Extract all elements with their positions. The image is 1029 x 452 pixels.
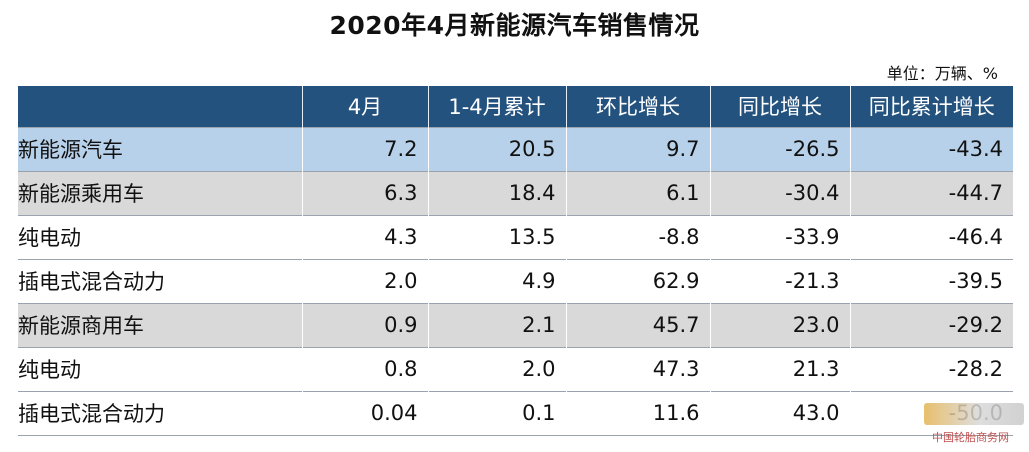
table-cell: 2.0 [428, 346, 567, 391]
table-cell: -33.9 [710, 214, 851, 259]
table-cell: 47.3 [566, 346, 711, 391]
row-label: 插电式混合动力 [18, 390, 303, 436]
table-cell: 7.2 [302, 126, 429, 171]
table-cell: -46.4 [850, 214, 1013, 259]
table-cell: -43.4 [850, 126, 1013, 171]
table-cell: 0.8 [302, 346, 429, 391]
table-cell: 6.3 [302, 170, 429, 215]
table-cell: 20.5 [428, 126, 567, 171]
table-row: 新能源商用车 0.9 2.1 45.7 23.0 -29.2 [18, 302, 1013, 347]
table-cell: 6.1 [566, 170, 711, 215]
table-row: 插电式混合动力 0.04 0.1 11.6 43.0 -50.0 [18, 390, 1013, 436]
unit-label: 单位：万辆、% [886, 64, 998, 83]
table-cell: -39.5 [850, 258, 1013, 303]
sales-table: 4月 1-4月累计 环比增长 同比增长 同比累计增长 新能源汽车 7.2 20.… [18, 86, 1013, 436]
table-cell: 18.4 [428, 170, 567, 215]
table-cell: 11.6 [566, 390, 711, 436]
row-label: 新能源乘用车 [18, 170, 303, 215]
table-cell: 4.3 [302, 214, 429, 259]
table-cell: 62.9 [566, 258, 711, 303]
column-header: 1-4月累计 [428, 86, 567, 127]
table-row: 插电式混合动力 2.0 4.9 62.9 -21.3 -39.5 [18, 258, 1013, 303]
watermark: 中国轮胎商务网 [924, 403, 1024, 445]
table-row: 纯电动 0.8 2.0 47.3 21.3 -28.2 [18, 346, 1013, 391]
watermark-logo-icon [924, 403, 1024, 425]
table-cell: 0.1 [428, 390, 567, 436]
table-row: 纯电动 4.3 13.5 -8.8 -33.9 -46.4 [18, 214, 1013, 259]
table-row: 新能源汽车 7.2 20.5 9.7 -26.5 -43.4 [18, 126, 1013, 171]
row-label: 新能源汽车 [18, 126, 303, 171]
watermark-text: 中国轮胎商务网 [932, 431, 1009, 444]
table-cell: -29.2 [850, 302, 1013, 347]
table-cell: 23.0 [710, 302, 851, 347]
column-header: 同比增长 [710, 86, 851, 127]
table-header-row: 4月 1-4月累计 环比增长 同比增长 同比累计增长 [18, 86, 1013, 127]
table-cell: 43.0 [710, 390, 851, 436]
table-cell: -28.2 [850, 346, 1013, 391]
row-label: 新能源商用车 [18, 302, 303, 347]
row-label: 纯电动 [18, 346, 303, 391]
table-cell: 2.0 [302, 258, 429, 303]
column-header [18, 86, 303, 127]
table-cell: -8.8 [566, 214, 711, 259]
table-cell: -26.5 [710, 126, 851, 171]
table-cell: 13.5 [428, 214, 567, 259]
row-label: 插电式混合动力 [18, 258, 303, 303]
table-row: 新能源乘用车 6.3 18.4 6.1 -30.4 -44.7 [18, 170, 1013, 215]
page-title: 2020年4月新能源汽车销售情况 [329, 11, 700, 40]
column-header: 同比累计增长 [850, 86, 1013, 127]
table-cell: 4.9 [428, 258, 567, 303]
table-cell: -44.7 [850, 170, 1013, 215]
table-cell: 0.9 [302, 302, 429, 347]
table-cell: 45.7 [566, 302, 711, 347]
table-cell: 9.7 [566, 126, 711, 171]
column-header: 环比增长 [566, 86, 711, 127]
table-cell: 2.1 [428, 302, 567, 347]
row-label: 纯电动 [18, 214, 303, 259]
table-cell: 0.04 [302, 390, 429, 436]
table-cell: -21.3 [710, 258, 851, 303]
table-cell: -30.4 [710, 170, 851, 215]
column-header: 4月 [302, 86, 429, 127]
table-cell: 21.3 [710, 346, 851, 391]
